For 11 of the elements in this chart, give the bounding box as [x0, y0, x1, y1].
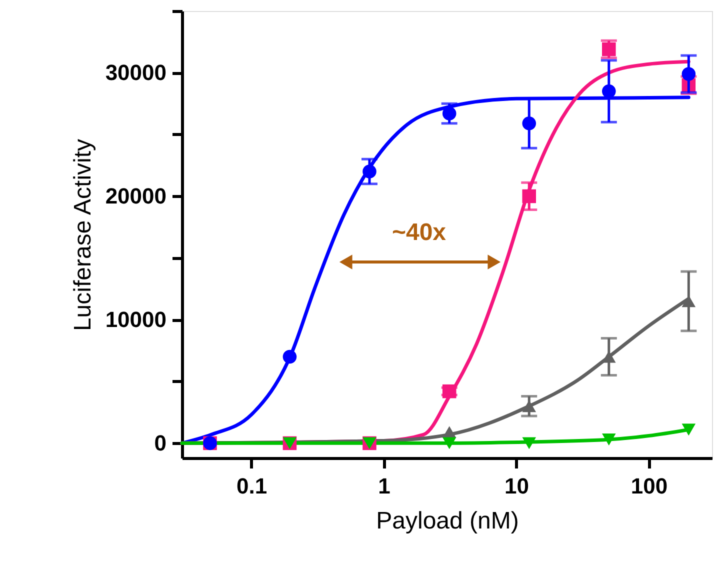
x-axis-title: Payload (nM): [376, 508, 519, 534]
x-tick-label: 1: [378, 474, 390, 498]
y-tick-label: 0: [154, 430, 166, 456]
annotation: ~40x: [392, 219, 447, 246]
y-tick-label: 20000: [105, 184, 166, 209]
y-axis-title: Luciferase Activity: [69, 138, 96, 332]
y-tick-label: 30000: [105, 60, 166, 86]
x-tick-label: 10: [504, 474, 530, 498]
x-tick-label: 0.1: [236, 474, 268, 498]
y-tick-label: 10000: [105, 307, 166, 332]
x-tick-label: 100: [630, 474, 668, 498]
